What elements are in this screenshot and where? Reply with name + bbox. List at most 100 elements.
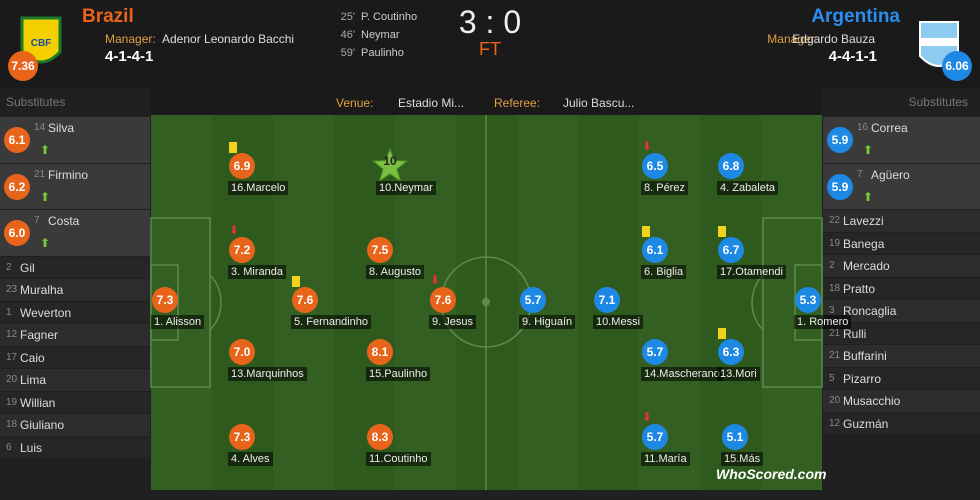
sub-name: Pratto [843, 281, 876, 296]
motm-star [372, 148, 408, 182]
player-name: 8. Augusto [366, 265, 424, 279]
goal-scorer: P. Coutinho [361, 11, 418, 23]
player-rating: 7.5 [367, 237, 393, 263]
player-name: 6. Biglia [641, 265, 687, 279]
sub-number: 21 [34, 168, 46, 180]
sub-name: Gil [20, 260, 35, 275]
team-rating: 7.36 [8, 51, 38, 81]
sub-rating: 6.1 [4, 127, 30, 153]
player-rating: 7.6 [430, 287, 456, 313]
sub-name: Giuliano [20, 418, 65, 432]
yellow-card [718, 328, 726, 339]
player-name: 1. Romero [794, 315, 852, 329]
sub-off-arrow: ⬇ [430, 273, 441, 287]
player-rating: 7.2 [229, 237, 255, 263]
player-name: 1. Alisson [151, 315, 205, 329]
sub-name: Agüero [871, 167, 910, 182]
sub-in-arrow: ⬆ [863, 143, 874, 157]
sub-off-arrow: ⬇ [229, 223, 240, 237]
sub-name: Silva [48, 121, 75, 135]
sub-in-arrow: ⬆ [863, 189, 874, 204]
sub-number: 20 [829, 395, 841, 406]
sub-name: Muralha [20, 283, 64, 297]
sub-name: Fagner [20, 328, 59, 342]
player-rating: 5.7 [642, 424, 668, 450]
team-name: Argentina [811, 6, 900, 27]
player-rating: 8.3 [367, 424, 393, 450]
team-rating: 6.06 [942, 51, 972, 81]
info-bar [151, 88, 822, 115]
sub-row [0, 256, 150, 278]
sub-name: Firmino [48, 167, 89, 182]
sub-name: Musacchio [843, 394, 901, 408]
sub-number: 19 [6, 396, 18, 408]
svg-text:CBF: CBF [31, 38, 52, 49]
sub-number: 17 [6, 351, 18, 363]
sub-number: 5 [829, 372, 835, 384]
referee: Julio Bascu... [563, 96, 635, 110]
sub-name: Caio [20, 350, 45, 365]
sub-number: 2 [829, 260, 835, 271]
sub-rating: 5.9 [827, 127, 853, 153]
player-name: 11.María [641, 452, 690, 466]
yellow-card [292, 276, 300, 287]
sub-rating: 5.9 [827, 173, 853, 200]
player-rating: 6.7 [718, 237, 744, 263]
sub-row [823, 390, 980, 412]
player-rating: 7.0 [229, 339, 255, 365]
goal-scorer: Neymar [361, 29, 400, 41]
sub-row [823, 300, 980, 322]
sub-row [0, 414, 150, 436]
player-name: 3. Miranda [228, 265, 286, 279]
header-bg [0, 0, 980, 88]
player-rating: 5.1 [722, 424, 748, 450]
player-name: 13.Mori [717, 367, 760, 381]
player-rating: 5.3 [795, 287, 821, 313]
player-name: 15.Más [721, 452, 764, 466]
sub-number: 2 [6, 261, 12, 273]
sub-number: 21 [829, 327, 841, 339]
sub-name: Guzmán [843, 416, 889, 431]
sub-number: 14 [34, 122, 46, 133]
subs-title: Substitutes [908, 95, 968, 109]
sub-name: Willian [20, 395, 56, 410]
player-name: 10.Messi [593, 315, 644, 329]
match-status: FT [479, 39, 501, 59]
sub-number: 23 [6, 284, 18, 295]
formation: 4-4-1-1 [828, 48, 877, 65]
player-name: 5. Fernandinho [291, 315, 371, 329]
player-name: 9. Higuaín [519, 315, 576, 329]
sub-name: Lima [20, 373, 47, 387]
sub-name: Lavezzi [843, 214, 884, 228]
goal-minute: 25' [340, 11, 355, 23]
sub-rating: 6.2 [4, 173, 30, 200]
sub-name: Luis [20, 440, 43, 455]
sub-in-arrow: ⬆ [40, 189, 51, 204]
sub-row [823, 210, 980, 232]
sub-row [0, 301, 150, 323]
yellow-card [718, 226, 726, 237]
sub-row [0, 279, 150, 301]
venue: Estadio Mi... [398, 96, 465, 110]
sub-name: Mercado [843, 259, 890, 273]
player-rating: 6.1 [642, 237, 668, 263]
sub-number: 12 [829, 417, 841, 429]
player-name: 4. Zabaleta [717, 181, 779, 195]
formation: 4-1-4-1 [105, 48, 154, 65]
player-name: 10.Neymar [376, 181, 436, 195]
player-rating: 6.8 [718, 153, 744, 179]
sub-row [823, 412, 980, 434]
sub-number: 18 [829, 282, 841, 294]
player-name: 16.Marcelo [228, 181, 289, 195]
sub-name: Correa [871, 121, 908, 135]
sub-name: Weverton [20, 305, 72, 320]
sub-row [823, 232, 980, 254]
sub-name: Roncaglia [843, 304, 897, 318]
manager-label: Manager: [767, 32, 818, 46]
sub-row [0, 391, 150, 413]
player-rating: 6.9 [229, 153, 255, 179]
sub-number: 1 [6, 306, 12, 318]
player-name: 11.Coutinho [366, 452, 431, 466]
player-name: 17.Otamendi [717, 265, 786, 279]
